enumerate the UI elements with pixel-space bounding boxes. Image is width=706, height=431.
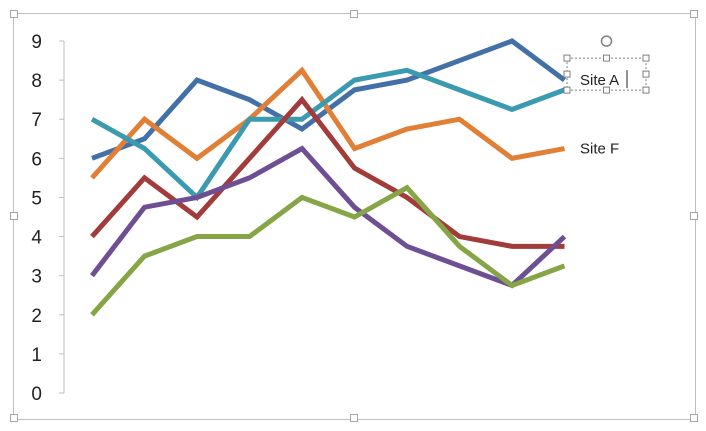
series-labels: Site A Site F — [563, 35, 650, 158]
y-tick-label: 1 — [31, 345, 42, 366]
chart-resize-handle-left[interactable] — [10, 212, 18, 220]
series-line-2[interactable] — [90, 66, 565, 180]
y-tick-label: 7 — [31, 110, 42, 131]
y-tick-label: 8 — [31, 71, 42, 92]
series-lines — [90, 38, 567, 317]
chart-resize-handle-right[interactable] — [690, 212, 698, 220]
series-label[interactable]: Site F — [580, 141, 619, 158]
label-resize-handle[interactable] — [642, 54, 650, 62]
y-tick-label: 0 — [31, 384, 42, 405]
series-line-6[interactable] — [90, 184, 566, 317]
series-line-4[interactable] — [90, 95, 565, 249]
chart-resize-handle-bottom[interactable] — [350, 414, 358, 422]
y-tick-label: 9 — [31, 32, 42, 53]
label-resize-handle[interactable] — [603, 86, 610, 94]
y-tick-label: 4 — [31, 228, 42, 249]
label-resize-handle[interactable] — [642, 86, 650, 94]
label-resize-handle[interactable] — [563, 86, 571, 94]
chart-resize-handle-bottom-right[interactable] — [690, 414, 698, 422]
series-label[interactable]: Site A — [580, 72, 619, 89]
y-axis: 0 1 2 3 4 5 6 7 8 9 — [31, 32, 65, 405]
series-line-3[interactable] — [90, 67, 566, 202]
label-resize-handle[interactable] — [563, 70, 571, 78]
label-resize-handle[interactable] — [642, 70, 650, 78]
chart-resize-handle-top-left[interactable] — [10, 10, 18, 18]
label-resize-handle[interactable] — [563, 54, 571, 62]
series-line-5[interactable] — [90, 145, 567, 289]
rotate-handle-icon[interactable] — [600, 35, 613, 47]
chart-resize-handle-top-right[interactable] — [690, 10, 698, 18]
y-tick-label: 6 — [31, 149, 42, 170]
chart-resize-handle-top[interactable] — [350, 10, 358, 18]
chart-resize-handle-bottom-left[interactable] — [10, 414, 18, 422]
y-tick-label: 2 — [31, 306, 42, 327]
label-resize-handle[interactable] — [603, 54, 610, 62]
y-tick-label: 3 — [31, 267, 42, 288]
y-tick-label: 5 — [31, 188, 42, 209]
